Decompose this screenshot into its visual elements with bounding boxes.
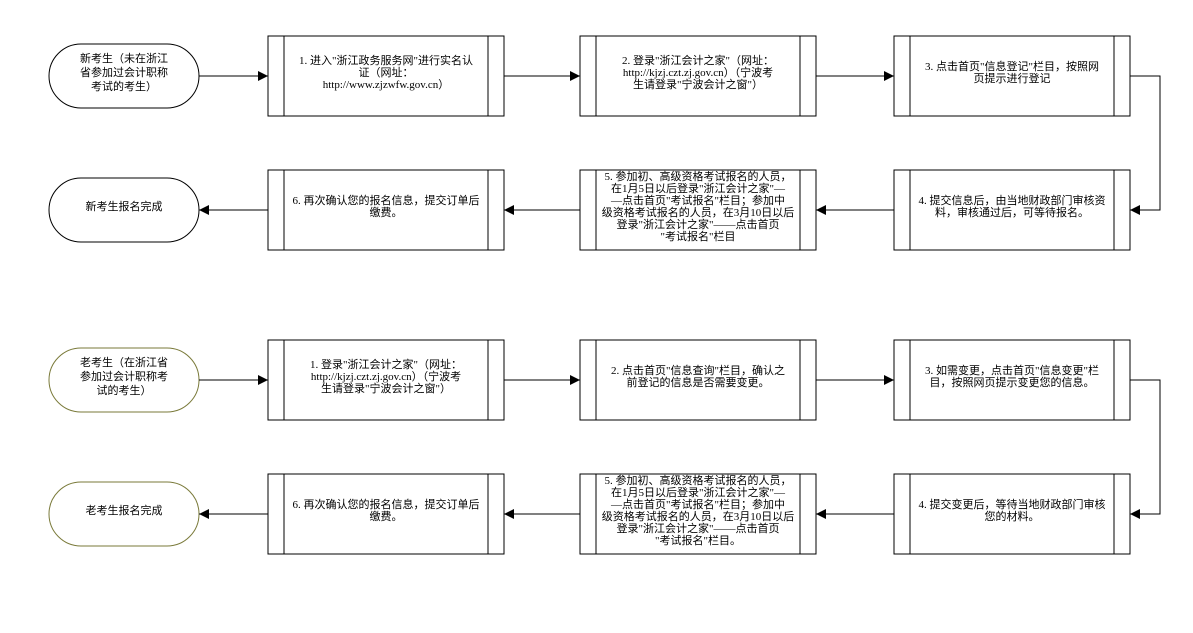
arrow-new-start-1-head — [258, 71, 268, 81]
arrow-new-5-6-head — [504, 205, 514, 215]
arrow-old-5-6-head — [504, 509, 514, 519]
process-o3-label: 3. 如需变更，点击首页"信息变更"栏目，按照网页提示变更您的信息。 — [925, 363, 1099, 389]
arrow-new-4-5-head — [816, 205, 826, 215]
process-o1-label: 1. 登录"浙江会计之家"（网址：http://kjzj.czt.zj.gov.… — [310, 357, 462, 395]
process-n4-label: 4. 提交信息后，由当地财政部门审核资料，审核通过后，可等待报名。 — [919, 193, 1106, 219]
arrow-old-2-3-head — [884, 375, 894, 385]
arrow-new-1-2-head — [570, 71, 580, 81]
terminator-old_done-label: 老考生报名完成 — [86, 503, 163, 517]
process-n2-label: 2. 登录"浙江会计之家"（网址：http://kjzj.czt.zj.gov.… — [622, 53, 774, 91]
arrow-new-3-4-head — [1130, 205, 1140, 215]
terminator-new_start-label: 新考生（未在浙江省参加过会计职称考试的考生） — [80, 51, 168, 93]
arrow-new-2-3-head — [884, 71, 894, 81]
arrow-old-6-done-head — [199, 509, 209, 519]
terminator-new_done-label: 新考生报名完成 — [86, 199, 163, 213]
process-o2-label: 2. 点击首页"信息查询"栏目，确认之前登记的信息是否需要变更。 — [611, 363, 785, 389]
arrow-old-3-4 — [1130, 380, 1160, 514]
arrow-old-start-1-head — [258, 375, 268, 385]
arrow-old-1-2-head — [570, 375, 580, 385]
arrow-old-3-4-head — [1130, 509, 1140, 519]
arrow-old-4-5-head — [816, 509, 826, 519]
flowchart: 新考生（未在浙江省参加过会计职称考试的考生）新考生报名完成老考生（在浙江省参加过… — [0, 0, 1193, 633]
arrow-new-3-4 — [1130, 76, 1160, 210]
arrow-new-6-done-head — [199, 205, 209, 215]
